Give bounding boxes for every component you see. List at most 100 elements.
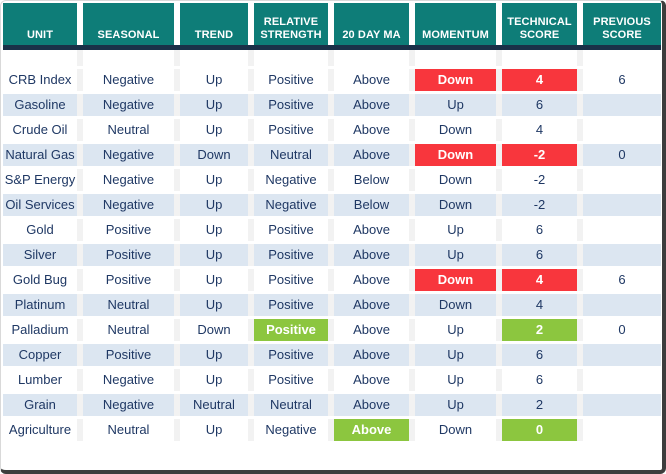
- cell-trend: Up: [180, 119, 248, 141]
- table-row: CRB Index Negative Up Positive Above Down 4 6: [3, 69, 661, 91]
- cell-technical_score: 4: [502, 269, 577, 291]
- table-row: Silver Positive Up Positive Above Up 6: [3, 244, 661, 266]
- cell-seasonal: Negative: [83, 144, 174, 166]
- table-body: CRB Index Negative Up Positive Above Down 4 6 Ga…: [3, 69, 661, 441]
- cell-unit: Silver: [3, 244, 77, 266]
- cell-momentum: Down: [415, 194, 496, 216]
- cell-previous_score: 0: [583, 319, 661, 341]
- cell-seasonal: Neutral: [83, 319, 174, 341]
- spacer-cell: [415, 50, 496, 72]
- cell-trend: Up: [180, 219, 248, 241]
- cell-unit: Gasoline: [3, 94, 77, 116]
- table-row: Agriculture Neutral Up Negative Above Down 0: [3, 419, 661, 441]
- table-row: Gasoline Negative Up Positive Above Up 6: [3, 94, 661, 116]
- cell-previous_score: [583, 419, 661, 441]
- cell-technical_score: 6: [502, 244, 577, 266]
- cell-relative_strength: Positive: [254, 319, 328, 341]
- cell-trend: Up: [180, 94, 248, 116]
- cell-ma20: Below: [334, 194, 409, 216]
- cell-unit: Gold: [3, 219, 77, 241]
- cell-unit: Copper: [3, 344, 77, 366]
- cell-momentum: Down: [415, 169, 496, 191]
- column-header-relative_strength: RELATIVE STRENGTH: [254, 3, 328, 45]
- spacer-cell: [83, 50, 174, 72]
- cell-previous_score: [583, 119, 661, 141]
- cell-momentum: Down: [415, 119, 496, 141]
- cell-momentum: Down: [415, 69, 496, 91]
- cell-ma20: Above: [334, 419, 409, 441]
- cell-seasonal: Positive: [83, 269, 174, 291]
- cell-relative_strength: Positive: [254, 119, 328, 141]
- cell-technical_score: 4: [502, 119, 577, 141]
- table-row: Gold Positive Up Positive Above Up 6: [3, 219, 661, 241]
- cell-previous_score: 6: [583, 269, 661, 291]
- cell-seasonal: Negative: [83, 394, 174, 416]
- cell-relative_strength: Negative: [254, 419, 328, 441]
- spacer-row: [3, 50, 661, 72]
- spacer-cell: [3, 50, 77, 72]
- spacer-cell: [583, 50, 661, 72]
- cell-relative_strength: Positive: [254, 294, 328, 316]
- cell-ma20: Below: [334, 169, 409, 191]
- cell-technical_score: 0: [502, 419, 577, 441]
- cell-ma20: Above: [334, 144, 409, 166]
- table-row: Palladium Neutral Down Positive Above Up 2 0: [3, 319, 661, 341]
- cell-ma20: Above: [334, 394, 409, 416]
- cell-relative_strength: Positive: [254, 269, 328, 291]
- column-header-previous_score: PREVIOUS SCORE: [583, 3, 661, 45]
- column-header-seasonal: SEASONAL: [83, 3, 174, 45]
- cell-seasonal: Negative: [83, 169, 174, 191]
- cell-trend: Down: [180, 319, 248, 341]
- cell-relative_strength: Positive: [254, 344, 328, 366]
- cell-seasonal: Negative: [83, 69, 174, 91]
- cell-technical_score: -2: [502, 169, 577, 191]
- cell-ma20: Above: [334, 119, 409, 141]
- cell-technical_score: 6: [502, 219, 577, 241]
- table-header-row: UNIT SEASONAL TREND RELATIVE STRENGTH 20 DAY…: [3, 3, 661, 45]
- cell-seasonal: Negative: [83, 194, 174, 216]
- cell-ma20: Above: [334, 69, 409, 91]
- table-row: Gold Bug Positive Up Positive Above Down 4 6: [3, 269, 661, 291]
- spacer-cell: [254, 50, 328, 72]
- cell-seasonal: Negative: [83, 94, 174, 116]
- header-divider: [3, 45, 661, 50]
- cell-trend: Up: [180, 244, 248, 266]
- cell-relative_strength: Negative: [254, 194, 328, 216]
- cell-relative_strength: Negative: [254, 169, 328, 191]
- cell-previous_score: [583, 369, 661, 391]
- cell-technical_score: 6: [502, 369, 577, 391]
- table-row: Lumber Negative Up Positive Above Up 6: [3, 369, 661, 391]
- cell-momentum: Down: [415, 294, 496, 316]
- cell-unit: Platinum: [3, 294, 77, 316]
- cell-technical_score: -2: [502, 144, 577, 166]
- column-header-momentum: MOMENTUM: [415, 3, 496, 45]
- cell-momentum: Up: [415, 219, 496, 241]
- cell-seasonal: Positive: [83, 219, 174, 241]
- cell-trend: Up: [180, 369, 248, 391]
- cell-relative_strength: Positive: [254, 94, 328, 116]
- cell-relative_strength: Neutral: [254, 144, 328, 166]
- table-row: Copper Positive Up Positive Above Up 6: [3, 344, 661, 366]
- column-header-technical_score: TECHNICAL SCORE: [502, 3, 577, 45]
- cell-momentum: Up: [415, 244, 496, 266]
- cell-previous_score: [583, 94, 661, 116]
- cell-trend: Down: [180, 144, 248, 166]
- cell-technical_score: 2: [502, 394, 577, 416]
- cell-unit: Oil Services: [3, 194, 77, 216]
- cell-unit: Natural Gas: [3, 144, 77, 166]
- cell-previous_score: [583, 344, 661, 366]
- cell-unit: Lumber: [3, 369, 77, 391]
- cell-ma20: Above: [334, 294, 409, 316]
- cell-relative_strength: Positive: [254, 69, 328, 91]
- cell-relative_strength: Neutral: [254, 394, 328, 416]
- cell-unit: Agriculture: [3, 419, 77, 441]
- spacer-cell: [180, 50, 248, 72]
- cell-previous_score: [583, 219, 661, 241]
- cell-momentum: Down: [415, 419, 496, 441]
- table-row: Oil Services Negative Up Negative Below Down -…: [3, 194, 661, 216]
- cell-seasonal: Neutral: [83, 294, 174, 316]
- cell-seasonal: Negative: [83, 369, 174, 391]
- cell-trend: Up: [180, 419, 248, 441]
- cell-unit: S&P Energy: [3, 169, 77, 191]
